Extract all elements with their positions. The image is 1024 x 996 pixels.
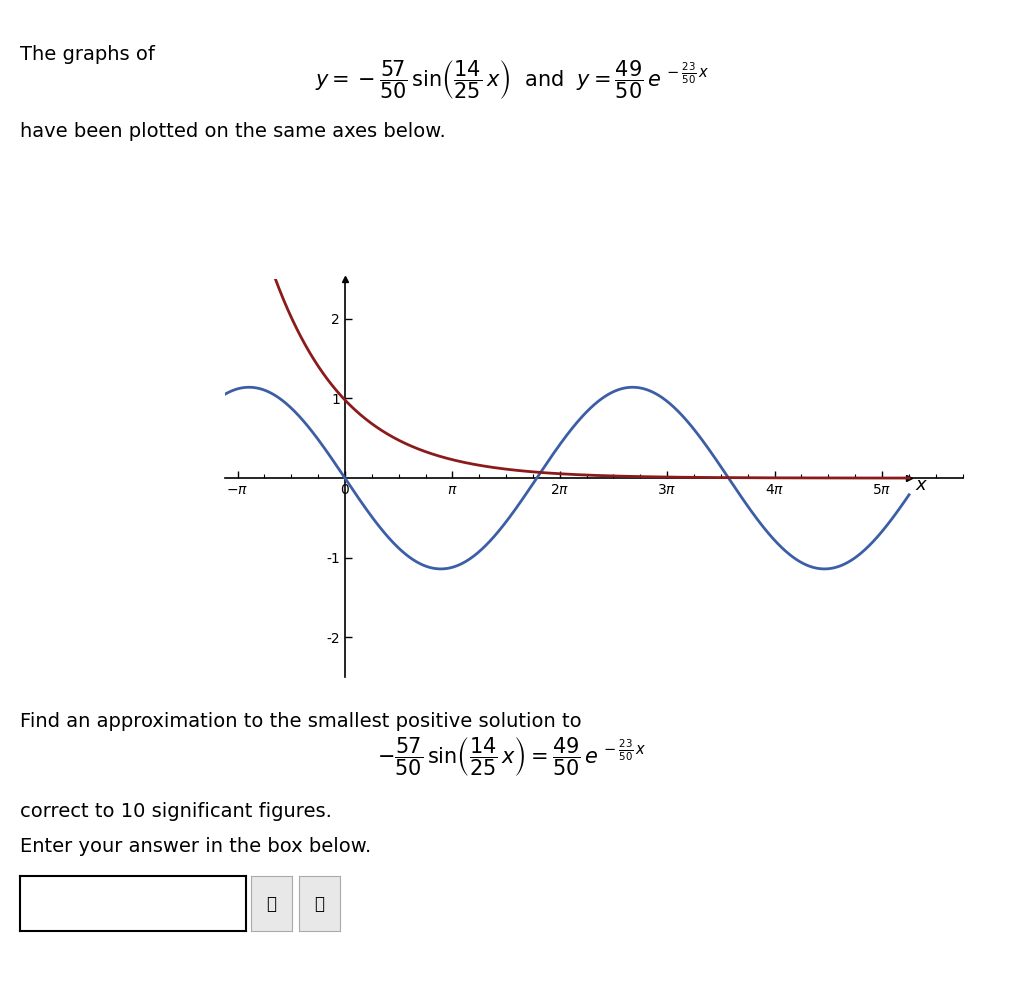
Text: Find an approximation to the smallest positive solution to: Find an approximation to the smallest po…: [20, 712, 582, 731]
Text: $-\dfrac{57}{50}\,\sin\!\left(\dfrac{14}{25}\,x\right) = \dfrac{49}{50}\,e^{\,-\: $-\dfrac{57}{50}\,\sin\!\left(\dfrac{14}…: [377, 735, 647, 779]
Text: 📋: 📋: [314, 894, 325, 913]
Text: The graphs of: The graphs of: [20, 45, 156, 64]
Text: 📷: 📷: [266, 894, 276, 913]
Text: Enter your answer in the box below.: Enter your answer in the box below.: [20, 837, 372, 856]
Text: have been plotted on the same axes below.: have been plotted on the same axes below…: [20, 122, 446, 140]
Text: $y = -\dfrac{57}{50}\,\sin\!\left(\dfrac{14}{25}\,x\right)$  and  $y = \dfrac{49: $y = -\dfrac{57}{50}\,\sin\!\left(\dfrac…: [314, 58, 710, 102]
Text: x: x: [915, 476, 927, 494]
Text: correct to 10 significant figures.: correct to 10 significant figures.: [20, 802, 333, 821]
